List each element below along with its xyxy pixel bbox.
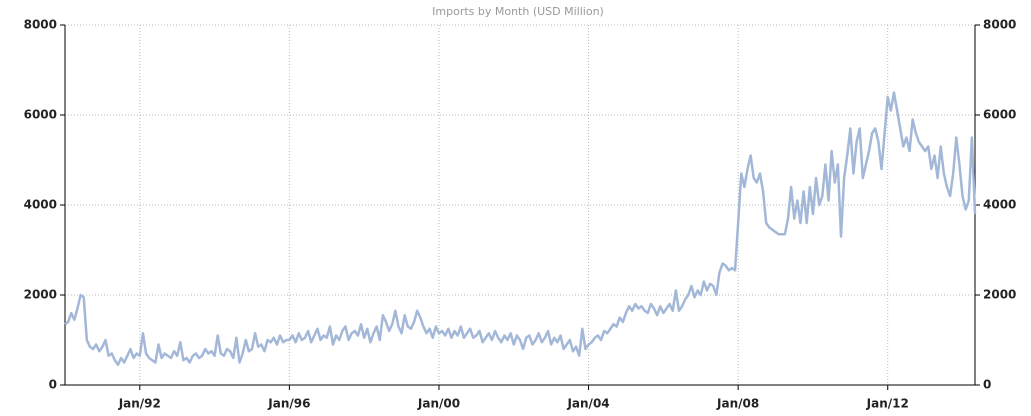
x-tick-label: Jan/92: [118, 397, 161, 411]
x-tick-label: Jan/96: [267, 397, 310, 411]
y2-tick-label: 6000: [983, 108, 1016, 122]
y-tick-label: 6000: [24, 108, 57, 122]
x-tick-label: Jan/12: [866, 397, 909, 411]
y2-tick-label: 8000: [983, 18, 1016, 32]
chart-title: Imports by Month (USD Million): [432, 5, 604, 18]
y-tick-label: 0: [49, 378, 57, 392]
y2-tick-label: 2000: [983, 288, 1016, 302]
x-tick-label: Jan/08: [716, 397, 759, 411]
x-tick-label: Jan/00: [417, 397, 460, 411]
y-tick-label: 8000: [24, 18, 57, 32]
y-tick-label: 2000: [24, 288, 57, 302]
line-series: [64, 91, 977, 366]
y2-tick-label: 0: [983, 378, 991, 392]
y-tick-label: 4000: [24, 198, 57, 212]
y2-tick-label: 4000: [983, 198, 1016, 212]
x-tick-label: Jan/04: [566, 397, 609, 411]
